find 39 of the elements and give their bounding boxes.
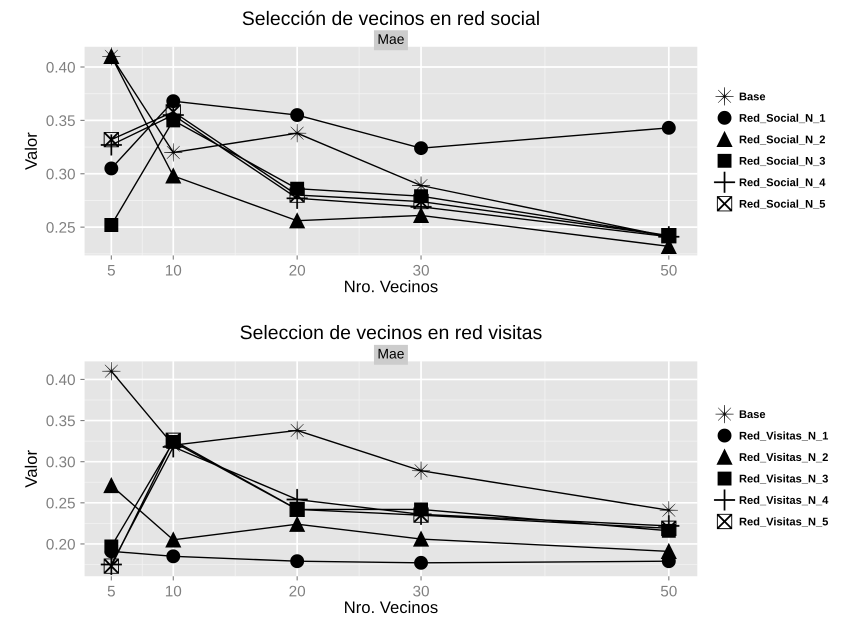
chart-title: Selección de vecinos en red social [242,10,539,26]
y-tick-label: 0.25 [46,498,75,509]
y-tick-label: 0.35 [46,115,75,126]
y-tick-label: 0.20 [46,538,75,550]
legend-label: Red_Social_N_3 [740,156,826,166]
legend-label: Red_Social_N_4 [740,178,826,188]
legend-label: Red_Social_N_5 [740,200,826,209]
x-tick-label: 30 [413,586,429,597]
chart-subtitle: Mae [378,34,404,44]
x-tick-label: 50 [660,586,677,597]
legend-label: Red_Visitas_N_3 [740,474,828,484]
x-axis-title: Nro. Vecinos [345,600,438,614]
legend-label: Red_Social_N_2 [740,135,826,145]
legend-label: Red_Visitas_N_4 [740,496,828,506]
x-tick-label: 10 [166,586,182,597]
legend-label: Red_Social_N_1 [740,114,826,124]
y-tick-label: 0.35 [46,415,75,426]
x-tick-label: 20 [289,586,306,597]
y-axis-title: Valor [24,450,37,488]
y-axis-title: Valor [24,132,37,170]
x-tick-label: 5 [108,586,115,597]
y-tick-label: 0.25 [46,222,75,233]
x-tick-label: 10 [166,264,182,276]
x-tick-label: 5 [108,265,115,276]
chart-subtitle: Mae [378,348,404,359]
chart-title: Seleccion de vecinos en red visitas [240,324,542,340]
legend-label: Red_Visitas_N_1 [740,431,828,441]
x-tick-label: 50 [660,264,677,276]
y-tick-label: 0.40 [46,62,75,73]
x-tick-label: 30 [413,264,429,276]
legend-label: Red_Visitas_N_2 [740,452,828,462]
y-tick-label: 0.30 [46,168,75,180]
legend-label: Base [740,410,766,418]
x-tick-label: 20 [289,264,306,276]
legend-label: Red_Visitas_N_5 [740,517,828,527]
y-tick-label: 0.30 [46,456,75,468]
y-tick-label: 0.40 [46,374,75,386]
legend-label: Base [740,92,766,100]
x-axis-title: Nro. Vecinos [345,280,438,292]
